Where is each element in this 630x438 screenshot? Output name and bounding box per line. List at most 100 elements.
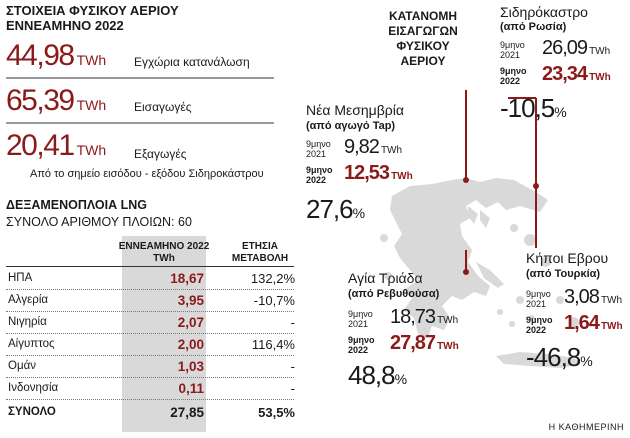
period-2021-label: 9μηνο 2021	[348, 309, 373, 329]
crete-shape	[496, 352, 582, 368]
mesimvria-change: 27,6%	[306, 194, 366, 224]
chalkidiki-shape	[468, 206, 478, 224]
row-change: -	[290, 381, 295, 396]
point-kipoi	[533, 183, 539, 189]
stat-exports-label: Εξαγωγές	[134, 147, 187, 161]
exports-note: Από το σημείο εισόδου - εξόδου Σιδηροκάσ…	[30, 168, 264, 180]
row-value: 0,11	[178, 381, 204, 396]
kipoi-2021-value: 3,08 TWh	[564, 286, 623, 308]
lng-subtitle: ΣΥΝΟΛΟ ΑΡΙΘΜΟΥ ΠΛΟΙΩΝ: 60	[6, 215, 192, 229]
stat-consumption-label: Εγχώρια κατανάλωση	[134, 55, 250, 69]
stat-exports-value: 20,41 TWh	[6, 129, 107, 162]
row-value: 3,95	[177, 293, 204, 308]
column-header-period: ΕΝΝΕΑΜΗΝΟ 2022 TWh	[112, 241, 216, 265]
point-agia-triada	[463, 269, 469, 275]
period-2021-label: 9μηνο 2021	[306, 139, 331, 159]
row-change: 116,4%	[251, 337, 295, 352]
island-shape	[529, 315, 535, 321]
row-change: -	[290, 359, 295, 374]
column-header-period-line1: ΕΝΝΕΑΜΗΝΟ 2022	[118, 241, 210, 252]
stat-imports-value: 65,39 TWh	[6, 84, 107, 117]
mesimvria-2022-value: 12,53 TWh	[344, 162, 413, 184]
agia-triada-2021-value: 18,73 TWh	[390, 306, 459, 328]
total-change: 53,5%	[258, 405, 295, 420]
stat-imports: 65,39 TWh Εισαγωγές	[6, 82, 274, 124]
callout-agia-triada: Αγία Τριάδα (από Ρεβυθούσα) 9μηνο 2021 18…	[348, 270, 478, 391]
callout-kipoi: Κήποι Εβρου (από Τουρκία) 9μηνο 2021 3,08…	[526, 250, 628, 373]
kipoi-2022-value: 1,64 TWh	[564, 312, 623, 334]
row-change: 132,2%	[250, 271, 295, 286]
table-row: Ινδονησία 0,11 -	[6, 378, 295, 400]
period-2021-label: 9μηνο 2021	[526, 289, 551, 309]
island-shape	[509, 321, 515, 327]
table-total-row: ΣΥΝΟΛΟ 27,85 53,5%	[6, 402, 295, 423]
sidirokastro-2021-value: 26,09 TWh	[542, 37, 611, 59]
island-shape	[516, 296, 524, 304]
mesimvria-name: Νέα Μεσημβρία	[306, 102, 404, 118]
kipoi-name: Κήποι Εβρου	[526, 250, 609, 266]
island-shape	[380, 234, 388, 242]
callout-mesimvria: Νέα Μεσημβρία (από αγωγό Tap) 9μηνο 2021 …	[306, 102, 446, 225]
chalkidiki-shape	[480, 210, 490, 228]
agia-triada-source: (από Ρεβυθούσα)	[348, 288, 440, 300]
sidirokastro-2022-value: 23,34 TWh	[542, 63, 611, 85]
agia-triada-name: Αγία Τριάδα	[348, 270, 423, 286]
row-country: Ομάν	[8, 360, 36, 372]
island-shape	[541, 257, 551, 267]
stats-title-line1: ΣΤΟΙΧΕΙΑ ΦΥΣΙΚΟΥ ΑΕΡΙΟΥ	[6, 3, 179, 18]
island-shape	[556, 296, 564, 304]
point-sidirokastro	[463, 177, 469, 183]
publisher-credit: Η ΚΑΘΗΜΕΡΙΝΗ	[548, 422, 624, 432]
island-shape	[497, 309, 503, 315]
row-value: 1,03	[177, 359, 204, 374]
kipoi-change: -46,8%	[526, 342, 593, 372]
stat-consumption-value: 44,98 TWh	[6, 39, 107, 72]
sidirokastro-source: (από Ρωσία)	[500, 21, 567, 33]
stat-consumption: 44,98 TWh Εγχώρια κατανάλωση	[6, 37, 274, 79]
column-header-change-line1: ΕΤΗΣΙΑ	[241, 241, 278, 252]
stat-unit: TWh	[76, 142, 107, 158]
mesimvria-2021-value: 9,82 TWh	[344, 136, 403, 158]
callout-sidirokastro: Σιδηρόκαστρο (από Ρωσία) 9μηνο 2021 26,09…	[500, 4, 628, 124]
period-2022-label: 9μηνο 2022	[348, 335, 375, 355]
row-country: Αλγερία	[8, 294, 49, 306]
column-header-period-line2: TWh	[153, 253, 175, 264]
stat-unit: TWh	[76, 97, 107, 113]
row-change: -	[290, 315, 295, 330]
column-header-change-line2: ΜΕΤΑΒΟΛΗ	[231, 253, 289, 264]
total-value: 27,85	[170, 405, 204, 420]
table-row: Αίγυπτος 2,00 116,4%	[6, 334, 295, 356]
lng-title: ΔΕΞΑΜΕΝΟΠΛΟΙΑ LNG	[6, 198, 148, 212]
row-change: -10,7%	[253, 293, 295, 308]
map-title-line4: ΑΕΡΙΟΥ	[400, 54, 446, 68]
row-value: 18,67	[170, 271, 204, 286]
table-row: Νιγηρία 2,07 -	[6, 312, 295, 334]
agia-triada-2022-value: 27,87 TWh	[390, 332, 459, 354]
map-title-line1: ΚΑΤΑΝΟΜΗ	[388, 9, 458, 23]
table-row: Ομάν 1,03 -	[6, 356, 295, 378]
map-title-line2: ΕΙΣΑΓΩΓΩΝ	[388, 24, 458, 38]
row-country: Αίγυπτος	[8, 338, 55, 350]
stats-title-line2: ΕΝΝΕΑΜΗΝΟ 2022	[6, 18, 124, 33]
stat-exports: 20,41 TWh Εξαγωγές	[6, 127, 274, 167]
row-country: ΗΠΑ	[8, 272, 33, 284]
period-2021-label: 9μηνο 2021	[500, 40, 525, 60]
table-header-divider	[6, 266, 294, 267]
island-shape	[569, 317, 579, 327]
evia-shape	[476, 262, 504, 288]
island-shape	[510, 224, 518, 232]
kipoi-source: (από Τουρκία)	[526, 268, 601, 280]
row-country: Ινδονησία	[8, 382, 59, 394]
sidirokastro-name: Σιδηρόκαστρο	[500, 4, 588, 20]
island-shape	[384, 272, 392, 280]
period-2022-label: 9μηνο 2022	[306, 165, 333, 185]
table-row: Αλγερία 3,95 -10,7%	[6, 290, 295, 312]
agia-triada-change: 48,8%	[348, 360, 408, 390]
column-header-change: ΕΤΗΣΙΑ ΜΕΤΑΒΟΛΗ	[220, 241, 300, 265]
stat-imports-label: Εισαγωγές	[134, 100, 192, 114]
stat-unit: TWh	[76, 52, 107, 68]
sidirokastro-change: -10,5%	[500, 93, 567, 123]
total-label: ΣΥΝΟΛΟ	[8, 406, 56, 418]
row-value: 2,00	[177, 337, 204, 352]
